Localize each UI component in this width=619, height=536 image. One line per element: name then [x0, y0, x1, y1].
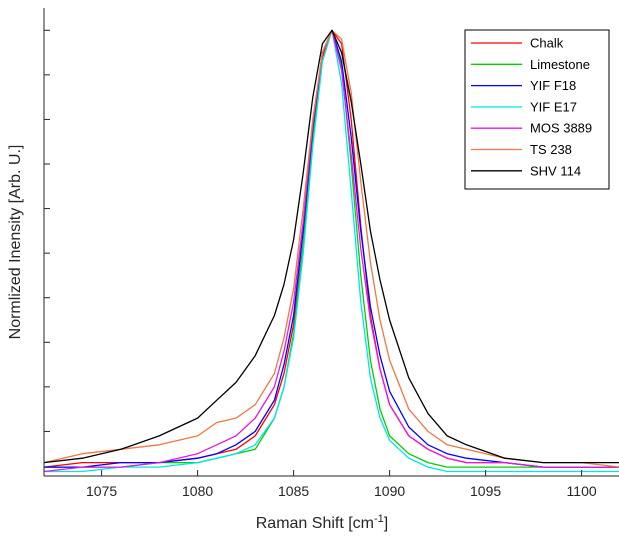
legend-label-3: YIF E17 — [530, 99, 577, 114]
x-tick-label-1: 1080 — [182, 483, 213, 499]
legend-label-2: YIF F18 — [530, 78, 576, 93]
series-layer — [43, 29, 619, 473]
x-axis-title-suffix: ] — [384, 515, 388, 532]
x-tick-label-4: 1095 — [470, 483, 501, 499]
x-ticks: 1075 1080 1085 1090 1095 1100 — [86, 470, 597, 499]
legend-label-5: TS 238 — [530, 142, 572, 157]
series-line-6 — [43, 29, 619, 464]
x-axis-title: Raman Shift [cm-1] — [256, 513, 389, 532]
legend: Chalk Limestone YIF F18 YIF E17 MOS 3889 TS 2… — [464, 29, 610, 190]
axes-layer — [43, 8, 619, 477]
x-tick-label-0: 1075 — [86, 483, 117, 499]
legend-label-4: MOS 3889 — [530, 121, 592, 136]
x-tick-label-2: 1085 — [278, 483, 309, 499]
legend-label-6: SHV 114 — [530, 163, 581, 178]
y-ticks — [44, 29, 50, 477]
x-axis-title-superscript: -1 — [374, 513, 384, 525]
x-tick-label-5: 1100 — [567, 483, 597, 499]
legend-box — [464, 29, 610, 190]
y-axis-title: Normlized Inensity [Arb. U.] — [7, 145, 24, 340]
legend-label-0: Chalk — [530, 36, 564, 51]
x-tick-label-3: 1090 — [374, 483, 405, 499]
legend-items: Chalk Limestone YIF F18 YIF E17 MOS 3889 TS 2… — [471, 36, 592, 178]
legend-label-1: Limestone — [530, 57, 590, 72]
